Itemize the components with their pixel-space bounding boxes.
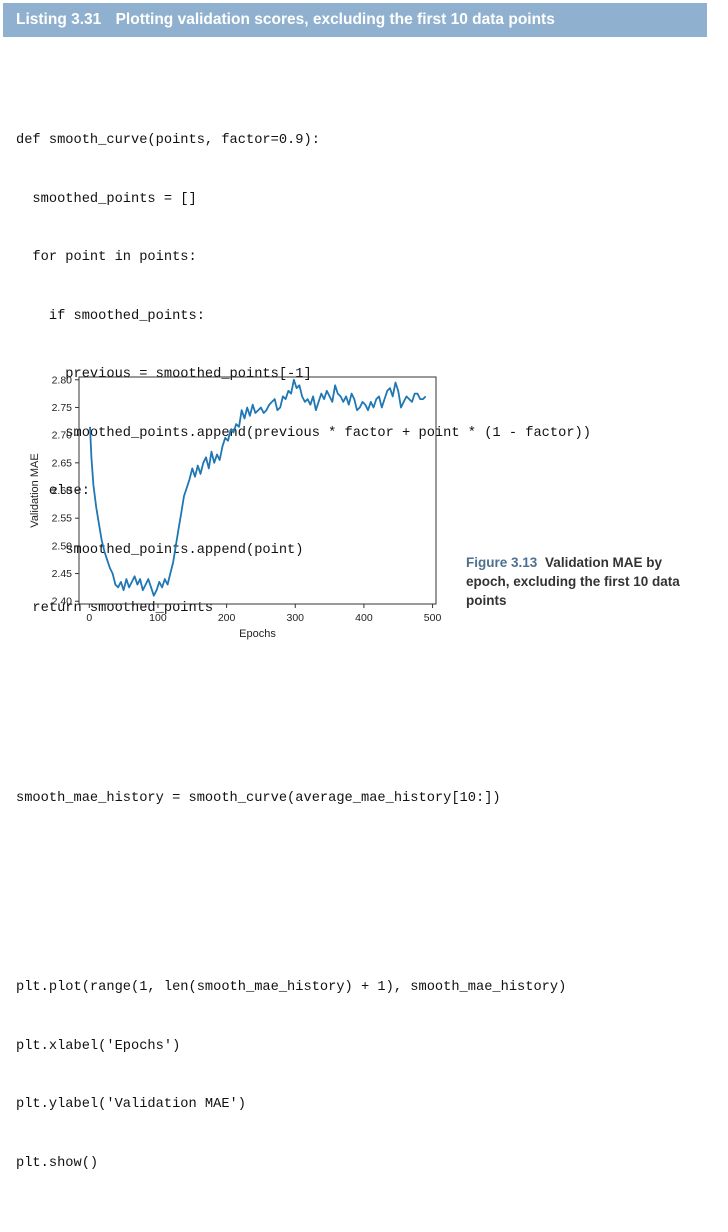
- y-tick-label: 2.45: [52, 568, 73, 580]
- y-tick-label: 2.80: [52, 374, 73, 386]
- code-line: previous = smoothed_points[-1]: [16, 367, 312, 382]
- y-tick-label: 2.65: [52, 457, 73, 469]
- x-tick-label: 500: [424, 612, 442, 624]
- listing-number: Listing 3.31: [16, 11, 102, 28]
- x-tick-label: 100: [149, 612, 167, 624]
- code-line: plt.plot(range(1, len(smooth_mae_history…: [16, 980, 567, 995]
- x-tick-label: 200: [218, 612, 236, 624]
- code-block-plot: plt.plot(range(1, len(smooth_mae_history…: [16, 939, 591, 1212]
- code-line: plt.ylabel('Validation MAE'): [16, 1097, 246, 1112]
- series-line: [89, 378, 427, 597]
- plot-frame: [78, 376, 437, 605]
- code-line: smooth_mae_history = smooth_curve(averag…: [16, 790, 501, 806]
- code-line: smoothed_points = []: [16, 191, 197, 207]
- y-tick-label: 2.50: [52, 540, 73, 552]
- code-line: smoothed_points.append(previous * factor…: [16, 425, 591, 441]
- y-axis-label: Validation MAE: [29, 453, 41, 527]
- y-tick-label: 2.75: [52, 402, 73, 414]
- code-block-smooth-curve: def smooth_curve(points, factor=0.9): sm…: [16, 92, 591, 658]
- code-line: return smoothed_points: [16, 601, 214, 616]
- code-block-smooth-history: smooth_mae_history = smooth_curve(averag…: [16, 750, 591, 848]
- code-line: plt.show(): [16, 1155, 99, 1171]
- y-tick-label: 2.60: [52, 485, 73, 497]
- code-line: smoothed_points.append(point): [16, 542, 304, 558]
- x-tick-label: 0: [86, 612, 92, 624]
- y-tick-label: 2.55: [52, 513, 73, 525]
- listing-title: Plotting validation scores, excluding th…: [115, 11, 555, 28]
- y-tick-label: 2.70: [52, 430, 73, 442]
- listing-header: Listing 3.31 Plotting validation scores,…: [3, 3, 707, 37]
- code-line: for point in points:: [16, 250, 197, 265]
- figure-caption-text: Validation MAE by epoch, excluding the f…: [466, 555, 680, 608]
- code-line: plt.xlabel('Epochs'): [16, 1038, 181, 1054]
- x-axis-label: Epochs: [239, 628, 276, 640]
- figure-number: Figure 3.13: [466, 555, 538, 570]
- code-line: if smoothed_points:: [16, 308, 205, 324]
- y-tick-label: 2.40: [52, 596, 73, 608]
- code-line: def smooth_curve(points, factor=0.9):: [16, 133, 320, 148]
- figure-caption: Figure 3.13 Validation MAE by epoch, exc…: [466, 553, 706, 610]
- x-tick-label: 400: [355, 612, 373, 624]
- validation-mae-chart: 0 100 200 300 400 500 2.40 2.45 2.50 2.55 2.60 2.65…: [29, 374, 442, 640]
- x-tick-label: 300: [286, 612, 304, 624]
- code-line: else:: [16, 484, 90, 499]
